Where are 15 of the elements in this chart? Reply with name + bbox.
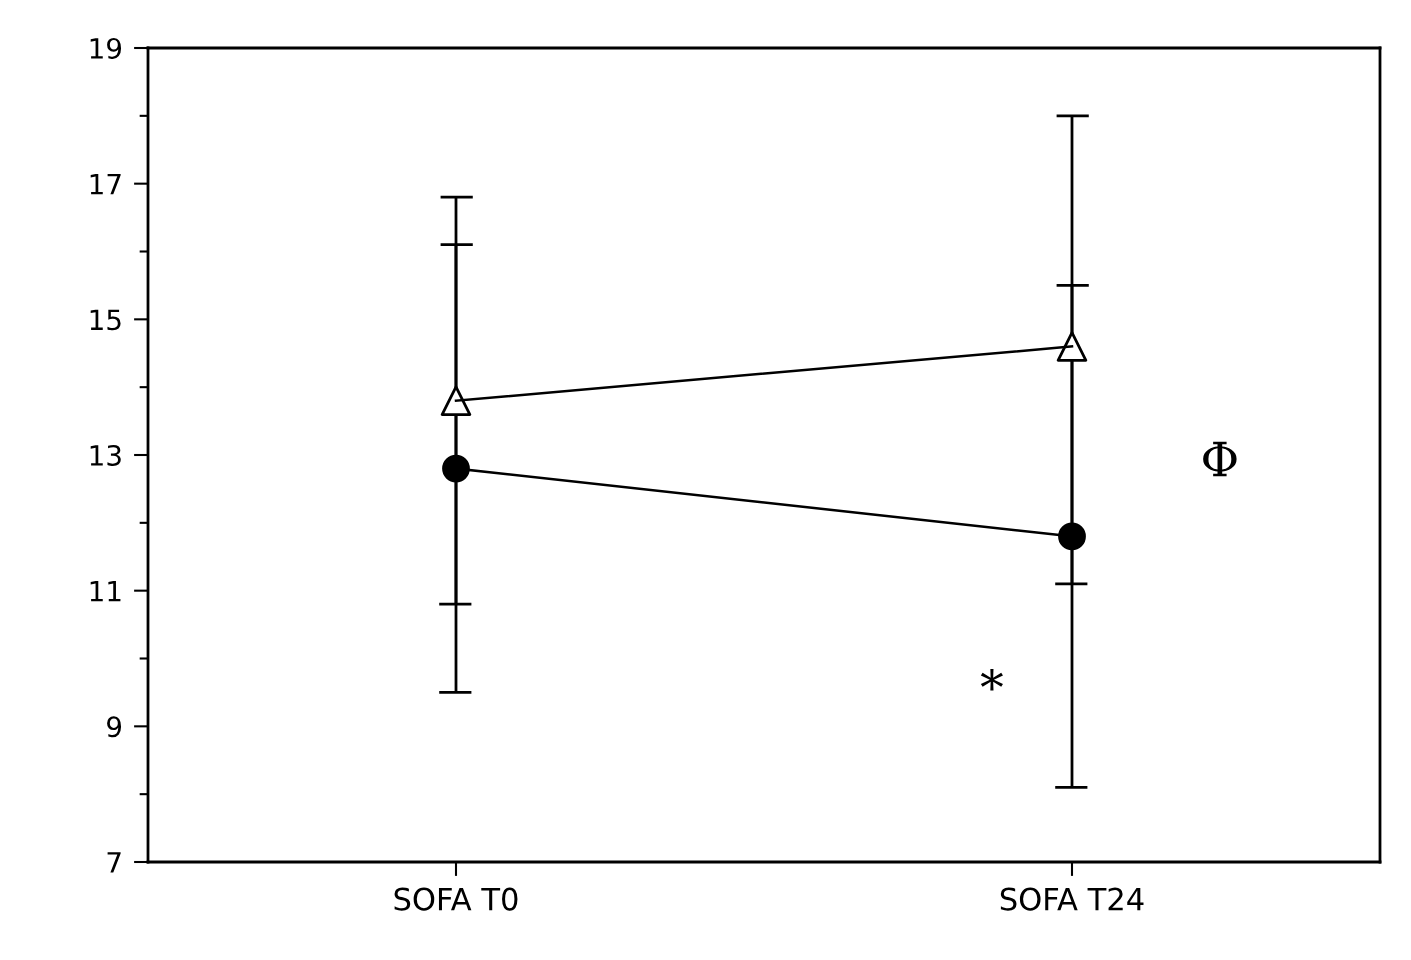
point	[442, 454, 470, 483]
y-tick-label: 19	[90, 37, 122, 59]
y-tick-label: 9	[107, 716, 122, 738]
y-tick-label: 17	[90, 173, 121, 195]
point	[1058, 522, 1086, 551]
annotation: Φ	[1203, 441, 1237, 477]
y-tick-label: 15	[90, 309, 121, 331]
y-tick-label: 11	[90, 580, 121, 602]
point	[440, 385, 472, 417]
y-tick-label: 7	[107, 852, 121, 873]
x-tick-label: SOFA T24	[1000, 887, 1144, 911]
point	[1056, 331, 1088, 362]
x-tick-label: SOFA T0	[394, 887, 518, 911]
y-tick-label: 13	[90, 444, 121, 466]
annotation: *	[980, 669, 1003, 691]
